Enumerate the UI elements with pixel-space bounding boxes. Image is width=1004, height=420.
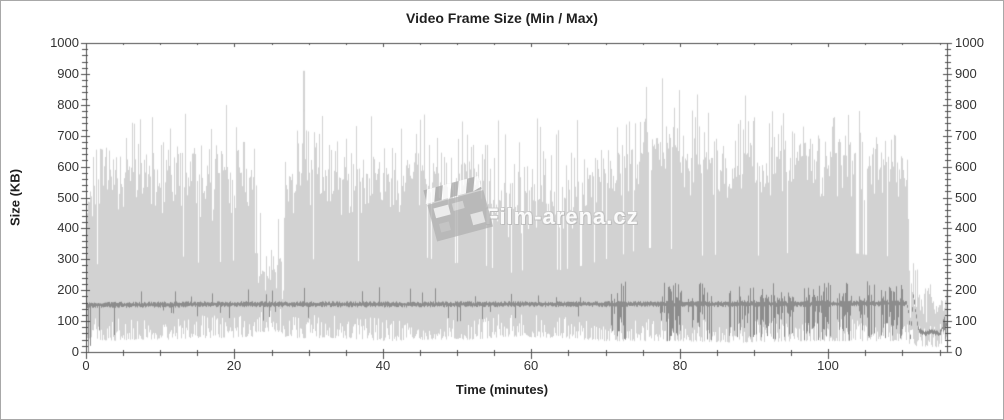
- y-axis-tick-label-left: 400: [57, 220, 79, 235]
- y-axis-tick-label-right: 0: [955, 344, 963, 359]
- x-axis-tick-label: 80: [672, 358, 688, 373]
- y-axis-tick-label-left: 900: [57, 66, 79, 81]
- y-axis-tick-label-right: 300: [955, 251, 977, 266]
- x-axis-tick-label: 0: [82, 358, 90, 373]
- x-axis-title: Time (minutes): [455, 382, 549, 397]
- y-axis-tick-label-right: 400: [955, 220, 977, 235]
- y-axis-tick-label-right: 800: [955, 97, 977, 112]
- y-axis-tick-label-right: 900: [955, 66, 977, 81]
- y-axis-tick-label-right: 100: [955, 313, 977, 328]
- y-axis-tick-label-right: 1000: [955, 35, 984, 50]
- y-axis-tick-label-left: 200: [57, 282, 79, 297]
- y-axis-tick-label-right: 700: [955, 128, 977, 143]
- y-axis-tick-label-left: 1000: [50, 35, 79, 50]
- y-axis-tick-label-left: 100: [57, 313, 79, 328]
- chart-title: Video Frame Size (Min / Max): [406, 10, 598, 26]
- x-axis-tick-label: 60: [523, 358, 539, 373]
- x-axis-tick-label: 40: [375, 358, 391, 373]
- y-axis-tick-label-right: 500: [955, 190, 977, 205]
- y-axis-tick-label-right: 200: [955, 282, 977, 297]
- x-axis-tick-label: 100: [817, 358, 839, 373]
- x-axis-tick-label: 20: [226, 358, 242, 373]
- y-axis-tick-label-left: 700: [57, 128, 79, 143]
- y-axis-title: Size (KB): [7, 168, 23, 227]
- y-axis-tick-label-left: 500: [57, 190, 79, 205]
- y-axis-tick-label-left: 800: [57, 97, 79, 112]
- y-axis-tick-label-left: 600: [57, 159, 79, 174]
- y-axis-tick-label-right: 600: [955, 159, 977, 174]
- y-axis-tick-label-left: 300: [57, 251, 79, 266]
- y-axis-tick-label-left: 0: [71, 344, 79, 359]
